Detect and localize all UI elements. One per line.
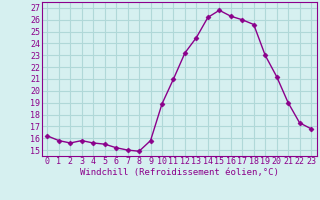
X-axis label: Windchill (Refroidissement éolien,°C): Windchill (Refroidissement éolien,°C) <box>80 168 279 177</box>
